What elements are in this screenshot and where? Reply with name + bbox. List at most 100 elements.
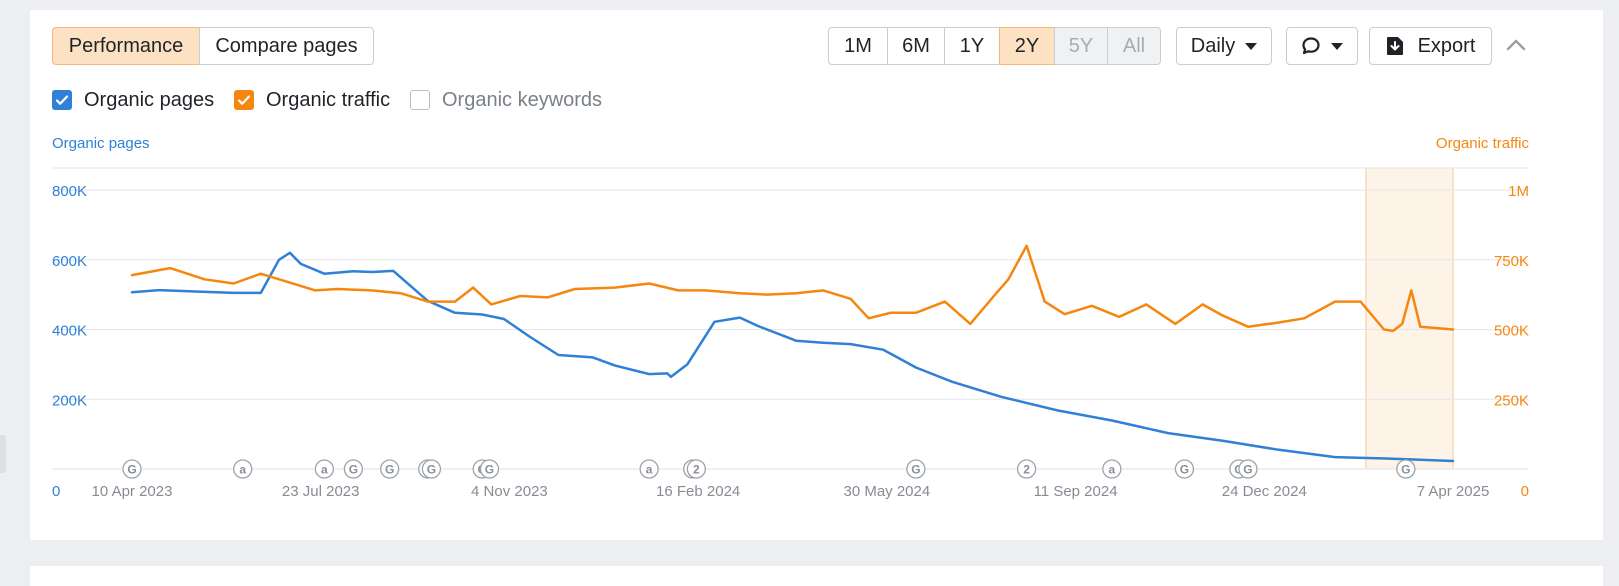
event-marker: G (1396, 459, 1416, 479)
legend-organic-pages[interactable]: Organic pages (52, 88, 214, 112)
left-tick-label: 400K (52, 323, 87, 340)
event-marker-label: a (239, 463, 246, 477)
left-tick-label: 200K (52, 392, 87, 409)
highlight-band (1365, 168, 1453, 469)
event-marker: G (906, 459, 926, 479)
range-label: 1Y (959, 34, 985, 57)
event-marker-label: a (1109, 463, 1116, 477)
legend-label: Organic pages (84, 88, 215, 111)
legend-organic-keywords[interactable]: Organic keywords (410, 88, 602, 112)
tab-compare-pages-label: Compare pages (215, 34, 358, 57)
interval-label: Daily (1190, 34, 1236, 57)
x-tick-label: 23 Jul 2023 (282, 483, 360, 500)
sidebar-handle[interactable] (0, 435, 6, 473)
tab-performance[interactable]: Performance (52, 27, 200, 65)
right-tick-label: 500K (1494, 323, 1529, 340)
range-label: All (1122, 34, 1146, 57)
event-marker-circle (1396, 459, 1416, 479)
comment-dropdown[interactable] (1286, 27, 1358, 65)
event-marker-label: a (646, 463, 653, 477)
event-marker-circle (380, 459, 400, 479)
event-marker-circle (1174, 459, 1195, 479)
event-marker-circle (1016, 459, 1037, 479)
event-marker-circle (421, 459, 442, 479)
x-tick-label: 7 Apr 2025 (1417, 483, 1490, 500)
event-marker: G (343, 459, 364, 479)
caret-down-icon (1331, 42, 1343, 50)
caret-down-icon (1245, 42, 1258, 50)
x-tick-label: 11 Sep 2024 (1034, 483, 1118, 500)
checkbox-checked-icon[interactable] (234, 90, 254, 110)
legend-label: Organic traffic (266, 88, 391, 111)
tab-compare-pages[interactable]: Compare pages (199, 27, 374, 65)
event-marker-label: G (911, 463, 920, 477)
checkbox-checked-icon[interactable] (52, 90, 72, 110)
range-label: 6M (902, 34, 930, 57)
organic-traffic-line (130, 244, 1455, 333)
download-icon (1386, 37, 1403, 55)
comment-icon (1302, 37, 1320, 55)
event-marker-label: 2 (1023, 463, 1030, 477)
event-marker: a (1102, 459, 1122, 479)
event-marker-label: G (1401, 463, 1410, 477)
performance-chart: GaaGGGGGGa22G2aGGGG Organic pagesOrganic… (52, 135, 1530, 500)
event-marker: 2 (1016, 459, 1037, 479)
x-tick-label: 16 Feb 2024 (656, 483, 740, 500)
event-marker-label: G (385, 463, 394, 477)
range-6m-button[interactable]: 6M (887, 27, 945, 65)
export-button[interactable]: Export (1369, 27, 1492, 65)
event-marker: G (380, 459, 400, 479)
range-all-button: All (1107, 27, 1161, 65)
x-tick-label: 4 Nov 2023 (471, 483, 548, 500)
event-marker: G (421, 459, 442, 479)
event-marker: G (1174, 459, 1195, 479)
event-marker: 2 (686, 459, 706, 479)
interval-dropdown[interactable]: Daily (1176, 27, 1272, 65)
x-tick-label: 30 May 2024 (843, 483, 930, 500)
legend-label: Organic keywords (442, 88, 603, 111)
legend-organic-traffic[interactable]: Organic traffic (234, 88, 390, 112)
event-marker-circle (314, 459, 334, 479)
right-tick-label: 1M (1508, 183, 1529, 200)
right-tick-label: 750K (1494, 253, 1529, 270)
event-marker-circle (686, 459, 706, 479)
left-tick-label: 0 (52, 483, 60, 500)
event-marker-label: a (321, 463, 328, 477)
right-tick-label: 0 (1521, 483, 1529, 500)
organic-pages-line (130, 251, 1455, 463)
event-marker-label: G (349, 463, 358, 477)
tab-performance-label: Performance (68, 34, 184, 57)
event-marker-circle (906, 459, 926, 479)
event-marker-circle (1102, 459, 1122, 479)
left-tick-label: 600K (52, 253, 87, 270)
event-marker-label: G (427, 463, 436, 477)
left-tick-label: 800K (52, 183, 87, 200)
event-marker: G (122, 459, 142, 479)
event-marker-circle (233, 459, 253, 479)
right-tick-label: 250K (1494, 392, 1529, 409)
event-marker: a (233, 459, 253, 479)
event-marker-circle (479, 459, 500, 479)
x-tick-label: 24 Dec 2024 (1222, 483, 1307, 500)
event-marker: G (1238, 459, 1258, 479)
range-5y-button: 5Y (1054, 27, 1108, 65)
range-1y-button[interactable]: 1Y (944, 27, 1000, 65)
event-marker: a (639, 459, 659, 479)
export-label: Export (1417, 34, 1476, 57)
event-marker-circle (343, 459, 364, 479)
range-label: 2Y (1014, 34, 1040, 57)
right-axis-title: Organic traffic (1436, 135, 1530, 152)
performance-card (30, 10, 1603, 540)
event-marker-label: 2 (693, 463, 700, 477)
event-marker-circle (1238, 459, 1258, 479)
x-tick-label: 10 Apr 2023 (92, 483, 173, 500)
event-marker-circle (122, 459, 142, 479)
chevron-up-icon[interactable] (1505, 37, 1527, 53)
checkbox-unchecked-icon[interactable] (410, 90, 430, 110)
event-marker: G (479, 459, 500, 479)
range-2y-button[interactable]: 2Y (999, 27, 1055, 65)
range-1m-button[interactable]: 1M (828, 27, 888, 65)
range-label: 5Y (1068, 34, 1094, 57)
event-marker-label: G (127, 463, 136, 477)
event-marker-label: G (1243, 463, 1252, 477)
